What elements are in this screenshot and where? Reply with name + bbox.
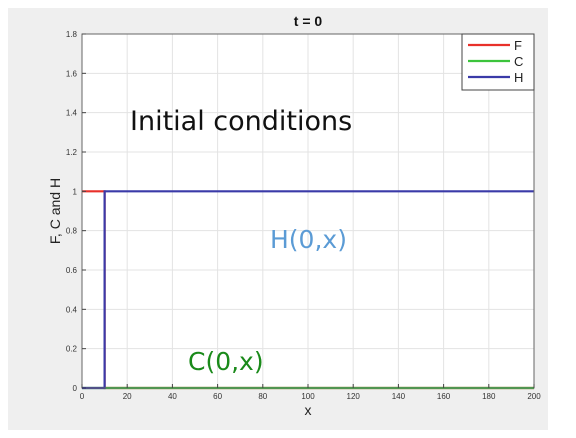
x-tick-label: 140 [392, 392, 406, 401]
y-tick-label: 0.2 [66, 345, 78, 354]
x-tick-label: 180 [482, 392, 496, 401]
x-tick-label: 200 [527, 392, 541, 401]
annotation-c0x: C(0,x) [188, 347, 264, 376]
x-tick-label: 120 [347, 392, 361, 401]
annotation-h0x: H(0,x) [270, 225, 347, 254]
x-tick-label: 100 [301, 392, 315, 401]
chart-svg: 0 20 40 60 80 100 120 140 160 180 200 0 0.2 0.4 0.6 0.8… [47, 13, 541, 418]
y-tick-label: 1 [73, 187, 78, 196]
figure: 0 20 40 60 80 100 120 140 160 180 200 0 0.2 0.4 0.6 0.8… [8, 8, 548, 430]
legend: FCH [461, 33, 535, 91]
y-tick-label: 1.6 [66, 69, 78, 78]
y-tick-label: 0.6 [66, 266, 78, 275]
y-axis-label: F, C and H [47, 178, 63, 244]
x-tick-label: 60 [213, 392, 222, 401]
chart-title: t = 0 [294, 13, 323, 29]
legend-label-h: H [514, 70, 523, 85]
x-tick-label: 0 [80, 392, 85, 401]
legend-label-f: F [514, 38, 522, 53]
x-tick-label: 40 [168, 392, 177, 401]
legend-label-c: C [514, 54, 523, 69]
y-tick-label: 0.8 [66, 227, 78, 236]
y-tick-label: 0 [73, 384, 78, 393]
annotation-initial-conditions: Initial conditions [130, 106, 352, 137]
y-tick-label: 1.8 [66, 30, 78, 39]
x-tick-label: 160 [437, 392, 451, 401]
y-tick-label: 0.4 [66, 305, 78, 314]
y-tick-label: 1.4 [66, 109, 78, 118]
y-tick-label: 1.2 [66, 148, 78, 157]
x-tick-label: 20 [123, 392, 132, 401]
x-tick-label: 80 [258, 392, 267, 401]
x-axis-label: x [305, 402, 312, 418]
ticks: 0 20 40 60 80 100 120 140 160 180 200 0 0.2 0.4 0.6 0.8… [66, 30, 541, 401]
